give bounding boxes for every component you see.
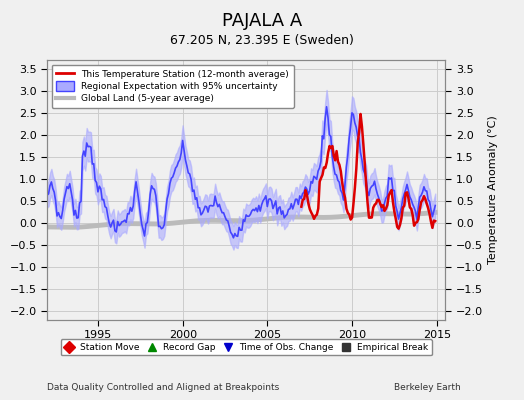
Text: 67.205 N, 23.395 E (Sweden): 67.205 N, 23.395 E (Sweden)	[170, 34, 354, 47]
Legend: Station Move, Record Gap, Time of Obs. Change, Empirical Break: Station Move, Record Gap, Time of Obs. C…	[61, 339, 432, 356]
Y-axis label: Temperature Anomaly (°C): Temperature Anomaly (°C)	[488, 116, 498, 264]
Text: Data Quality Controlled and Aligned at Breakpoints: Data Quality Controlled and Aligned at B…	[47, 383, 279, 392]
Text: Berkeley Earth: Berkeley Earth	[395, 383, 461, 392]
Text: PAJALA A: PAJALA A	[222, 12, 302, 30]
Legend: This Temperature Station (12-month average), Regional Expectation with 95% uncer: This Temperature Station (12-month avera…	[52, 64, 294, 108]
